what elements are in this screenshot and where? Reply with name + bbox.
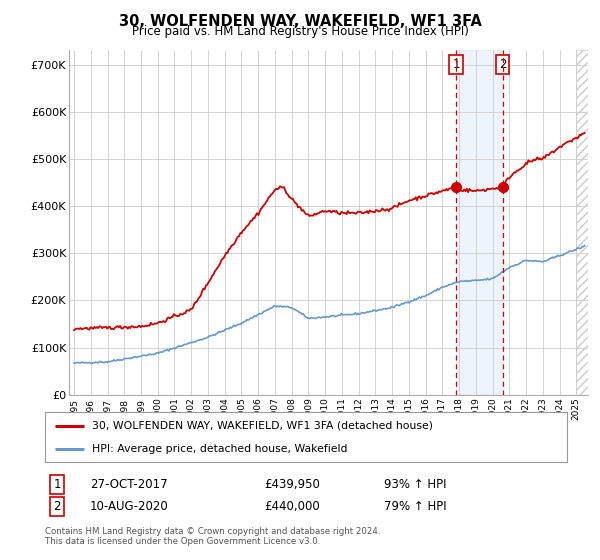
Text: 10-AUG-2020: 10-AUG-2020 [90,500,169,514]
Text: 93% ↑ HPI: 93% ↑ HPI [384,478,446,491]
Text: 79% ↑ HPI: 79% ↑ HPI [384,500,446,514]
Text: £439,950: £439,950 [264,478,320,491]
Text: 1: 1 [452,58,460,71]
Text: £440,000: £440,000 [264,500,320,514]
Text: 1: 1 [53,478,61,491]
Text: Contains HM Land Registry data © Crown copyright and database right 2024.
This d: Contains HM Land Registry data © Crown c… [45,526,380,546]
Text: 2: 2 [53,500,61,514]
Text: 27-OCT-2017: 27-OCT-2017 [90,478,167,491]
Bar [456,50,503,395]
Text: 30, WOLFENDEN WAY, WAKEFIELD, WF1 3FA (detached house): 30, WOLFENDEN WAY, WAKEFIELD, WF1 3FA (d… [92,421,433,431]
Text: 2: 2 [499,58,506,71]
Text: Price paid vs. HM Land Registry's House Price Index (HPI): Price paid vs. HM Land Registry's House … [131,25,469,38]
Text: 30, WOLFENDEN WAY, WAKEFIELD, WF1 3FA: 30, WOLFENDEN WAY, WAKEFIELD, WF1 3FA [119,14,481,29]
Text: HPI: Average price, detached house, Wakefield: HPI: Average price, detached house, Wake… [92,445,347,454]
